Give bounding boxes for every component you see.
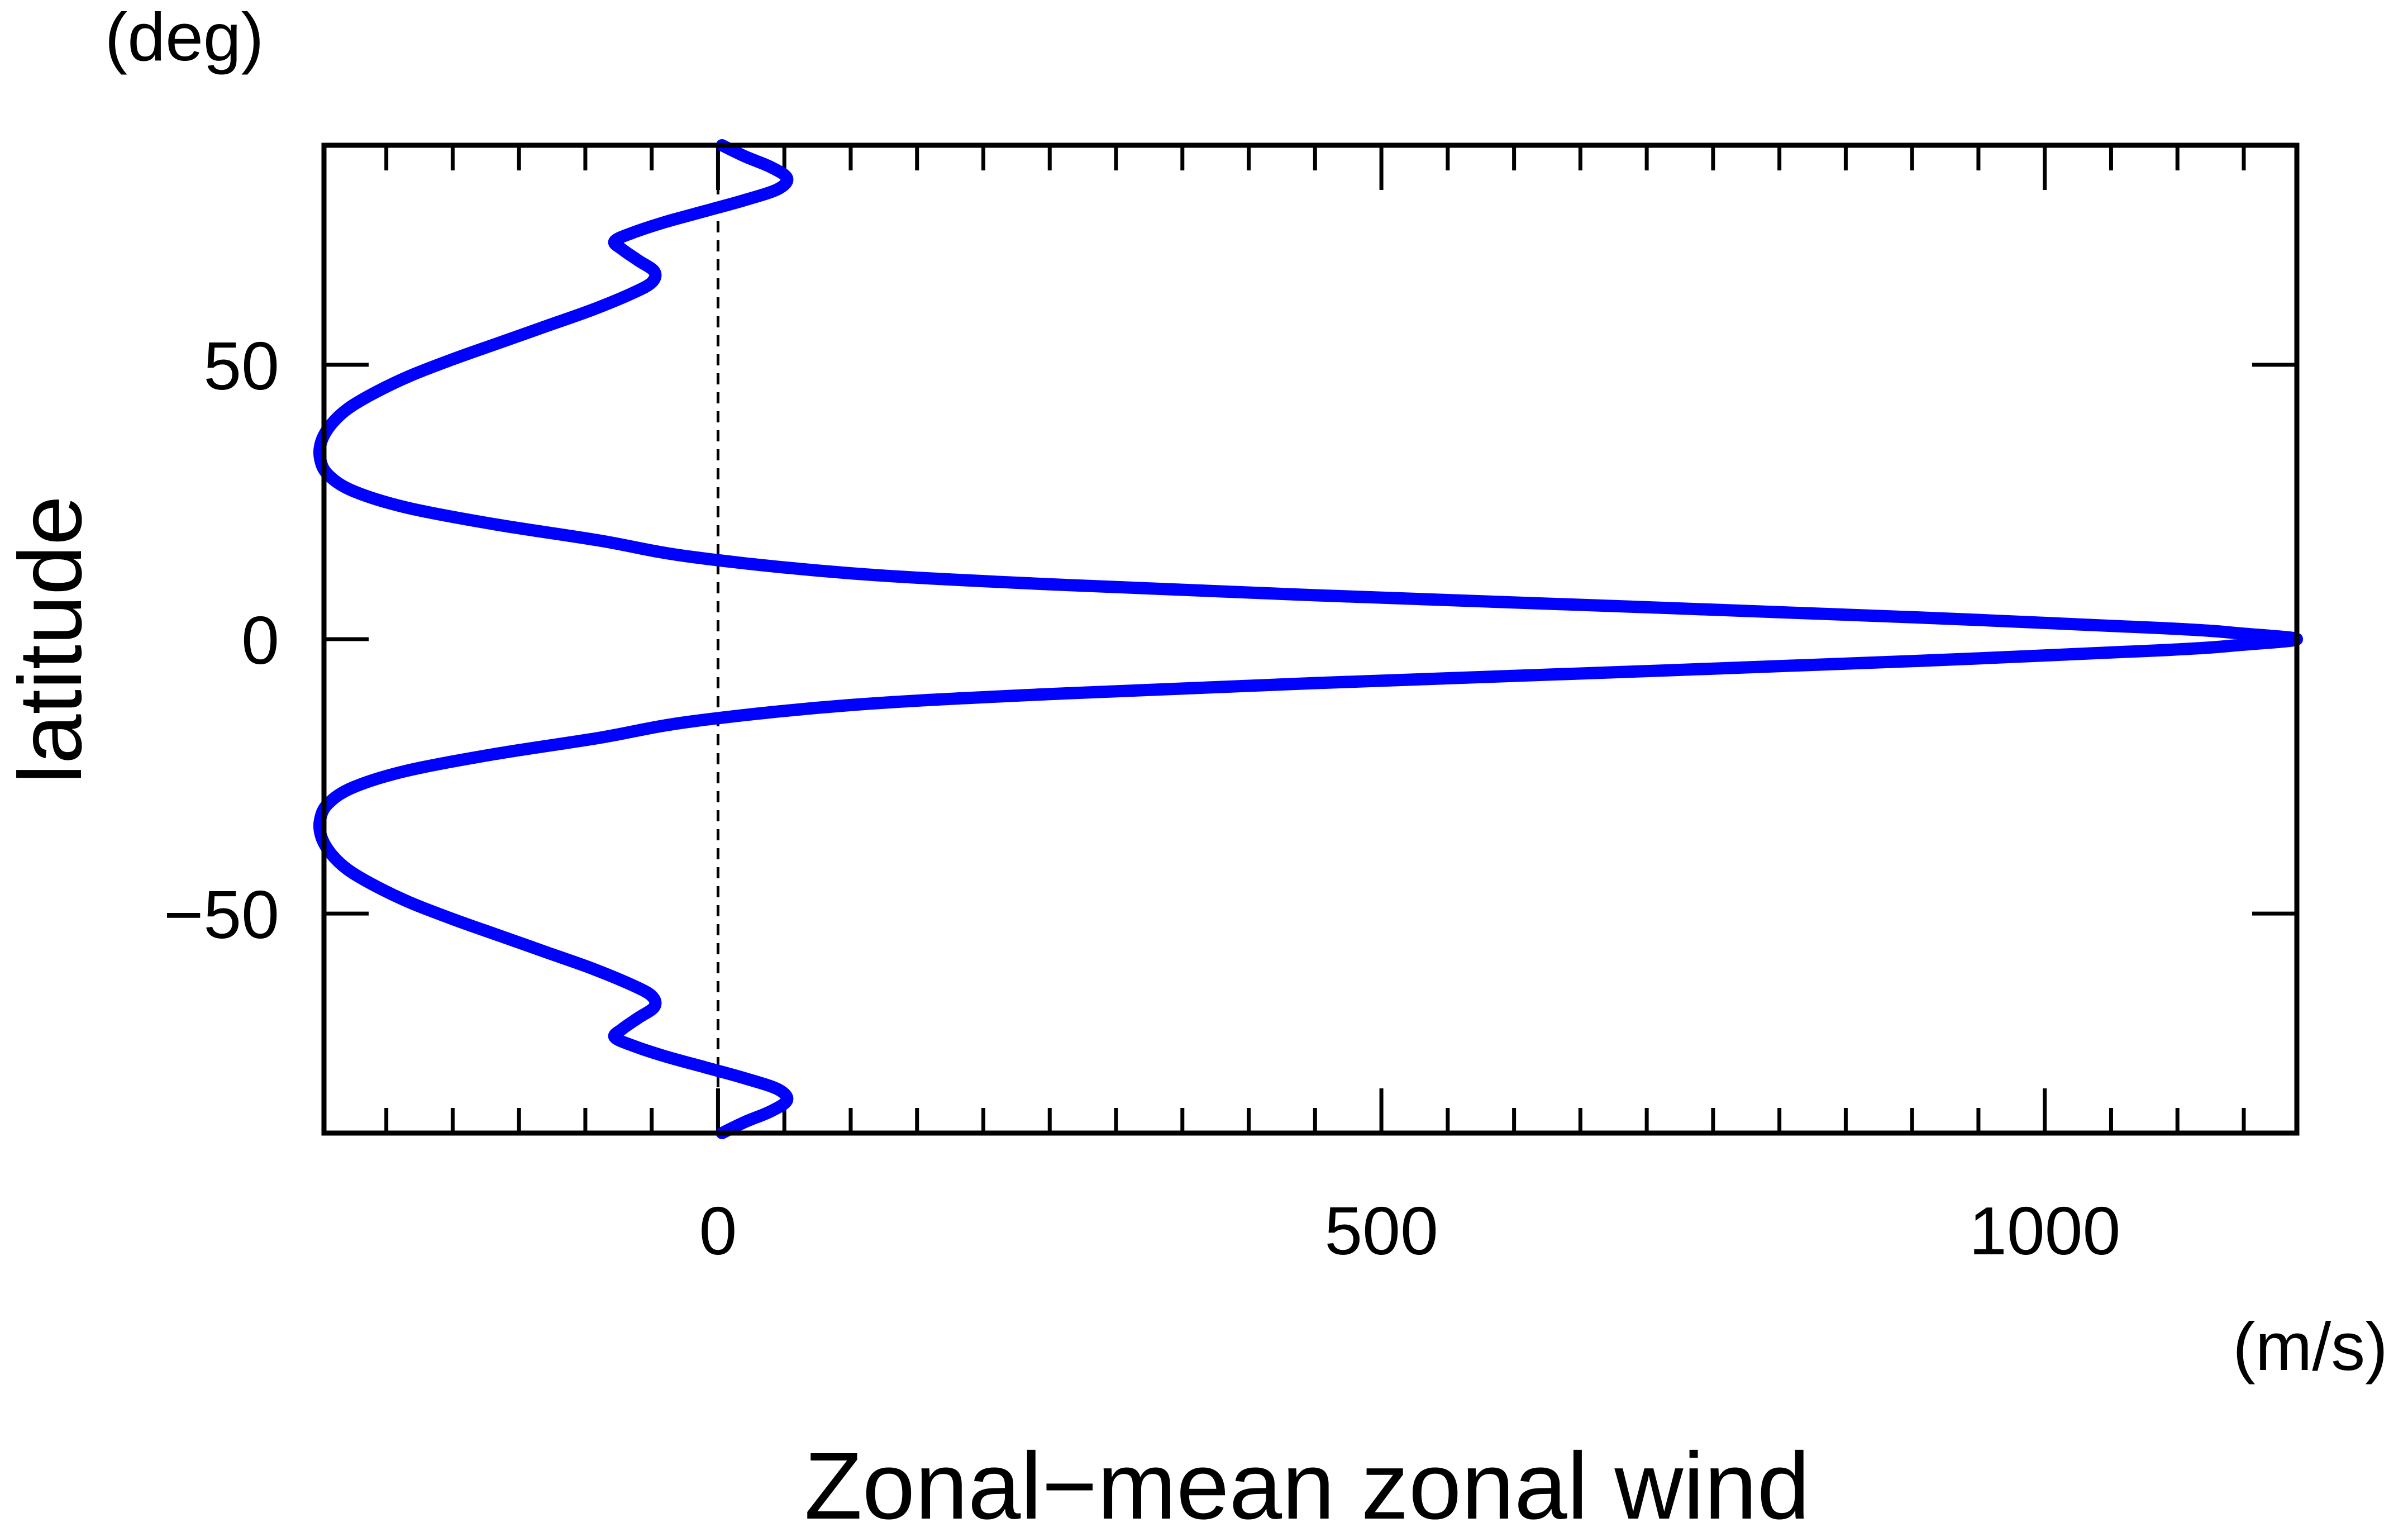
series-line <box>313 139 2303 1139</box>
y-axis-ticks <box>324 363 2297 916</box>
y-tick-label: 50 <box>203 328 279 404</box>
y-unit-label: (deg) <box>105 0 264 75</box>
x-tick-label: 0 <box>699 1193 737 1269</box>
x-tick-labels: 0 500 1000 <box>699 1193 2121 1269</box>
x-tick-label: 1000 <box>1969 1193 2120 1269</box>
x-axis-ticks <box>384 145 2246 1133</box>
x-unit-label: (m/s) <box>2233 1309 2388 1384</box>
y-tick-label: −50 <box>164 877 279 953</box>
y-axis-label: latitude <box>0 496 100 784</box>
y-tick-labels: −50 0 50 <box>164 328 279 953</box>
x-axis-label: Zonal−mean zonal wind <box>804 1433 1810 1532</box>
y-tick-label: 0 <box>241 602 279 678</box>
plot-frame <box>321 142 2300 1136</box>
x-tick-label: 500 <box>1324 1193 1438 1269</box>
